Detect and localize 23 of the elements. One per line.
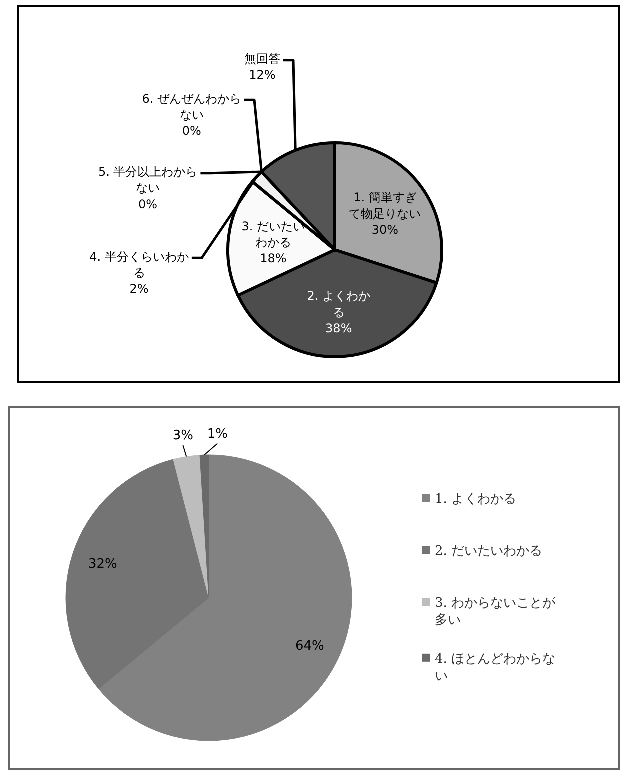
category-label: 5. 半分以上わからない: [98, 164, 198, 196]
data-label: 2%: [130, 282, 149, 296]
pie-slice: [173, 455, 210, 598]
text: 0%: [182, 124, 202, 138]
slice-label: 1. 簡単すぎて物足りない: [349, 190, 422, 221]
text: 0%: [138, 197, 158, 212]
data-label: 32%: [88, 557, 118, 572]
data-label: 1%: [207, 426, 228, 442]
legend-label: 2. だいたいわかる: [435, 544, 543, 559]
legend-label: 1. よくわかる: [435, 492, 517, 507]
slice-label: 2. よくわかる: [307, 289, 371, 320]
data-label: 30%: [372, 223, 399, 238]
slice-label: 無回答: [244, 52, 280, 66]
data-label: 64%: [295, 639, 324, 654]
category-label: 6. ぜんぜんわからない: [142, 92, 242, 122]
slice-label: 4. 半分くらいわかる: [90, 250, 189, 280]
legend-label: 3. わからないことが多い: [435, 596, 557, 628]
data-label: 18%: [260, 252, 287, 266]
legend-label: 4. ほとんどわからない: [435, 652, 556, 684]
data-label: 3%: [172, 428, 194, 444]
slice-label: 3. だいたいわかる: [242, 219, 306, 250]
data-label: 12%: [249, 68, 276, 82]
data-label: 38%: [326, 321, 352, 336]
